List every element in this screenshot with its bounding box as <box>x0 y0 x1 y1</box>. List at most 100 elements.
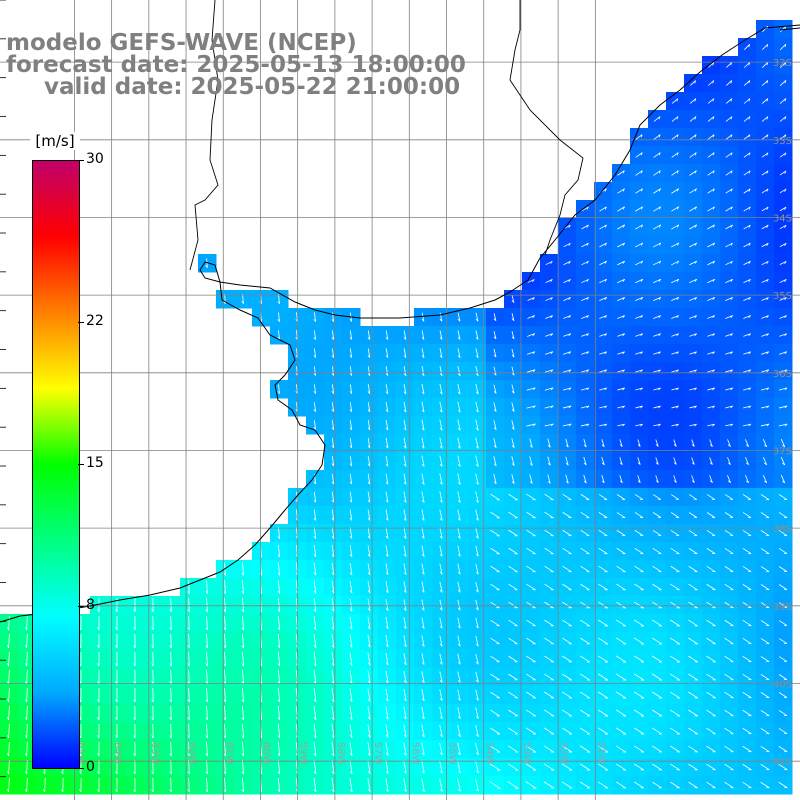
wind-arrow <box>188 705 190 721</box>
wind-arrow-head <box>457 716 461 719</box>
wind-arrow-head <box>658 387 661 391</box>
wind-arrow-head <box>6 663 9 667</box>
wind-arrow-head <box>784 351 788 355</box>
wind-arrow <box>508 547 518 555</box>
wind-arrow <box>403 419 407 431</box>
wind-arrow-head <box>766 152 769 156</box>
wind-arrow-head <box>439 336 443 340</box>
wind-arrow-head <box>712 260 715 264</box>
wind-arrow <box>170 777 172 793</box>
wind-arrow <box>403 635 407 647</box>
wind-arrow <box>707 369 715 373</box>
wind-arrow <box>367 455 371 467</box>
wind-arrow-head <box>331 354 334 358</box>
wind-arrow <box>562 493 572 501</box>
wind-arrow <box>633 691 645 699</box>
wind-arrow <box>761 80 769 86</box>
wind-arrow-head <box>640 242 644 246</box>
wind-arrow <box>421 617 425 629</box>
wind-arrow <box>671 405 679 409</box>
wind-arrow-head <box>550 351 554 355</box>
wind-arrow-head <box>694 333 697 337</box>
wind-arrow-head <box>601 444 605 448</box>
wind-arrow-head <box>457 517 461 521</box>
wind-arrow <box>421 778 425 792</box>
wind-arrow <box>761 43 769 51</box>
wind-arrow <box>526 405 536 409</box>
wind-arrow-head <box>694 369 697 373</box>
wind-arrow-head <box>568 405 572 409</box>
wind-arrow-head <box>367 716 371 720</box>
wind-arrow <box>331 402 335 412</box>
wind-arrow <box>742 691 752 699</box>
wind-arrow <box>633 673 645 681</box>
wind-arrow <box>669 655 681 663</box>
wind-arrow <box>742 512 752 518</box>
wind-arrow-head <box>568 279 571 283</box>
wind-arrow <box>475 348 479 358</box>
wind-arrow <box>385 778 389 792</box>
wind-arrow <box>778 781 788 789</box>
wind-arrow-head <box>784 261 787 265</box>
wind-arrow <box>475 330 479 340</box>
wind-arrow <box>526 583 536 591</box>
wind-arrow-head <box>712 369 715 373</box>
wind-arrow <box>760 405 770 409</box>
wind-arrow-head <box>367 336 371 340</box>
wind-arrow-head <box>313 318 316 322</box>
wind-arrow <box>385 742 389 756</box>
wind-arrow <box>761 297 769 301</box>
wind-arrow <box>421 437 425 449</box>
wind-arrow-head <box>568 369 572 373</box>
wind-arrow <box>760 566 770 572</box>
wind-arrow-head <box>422 752 425 756</box>
wind-arrow-head <box>457 643 461 647</box>
wind-arrow-head <box>712 116 715 120</box>
wind-arrow-head <box>458 734 461 738</box>
wind-arrow-head <box>439 679 443 683</box>
wind-arrow-head <box>604 333 607 337</box>
wind-arrow-head <box>529 481 533 484</box>
wind-arrow <box>706 673 716 681</box>
wind-arrow-head <box>766 279 769 283</box>
wind-arrow-head <box>403 373 407 377</box>
wind-arrow <box>278 330 280 340</box>
wind-arrow-head <box>349 336 353 340</box>
wind-arrow <box>26 633 28 649</box>
wind-arrow-head <box>440 752 443 756</box>
wind-arrow <box>206 651 208 667</box>
wind-arrow <box>349 778 353 792</box>
wind-arrow-head <box>511 354 515 358</box>
wind-arrow <box>581 260 589 266</box>
wind-arrow <box>331 706 335 720</box>
wind-arrow <box>743 116 751 122</box>
wind-arrow <box>385 527 389 539</box>
wind-arrow-head <box>676 206 680 210</box>
wind-arrow <box>544 637 554 645</box>
wind-arrow <box>475 527 479 539</box>
wind-arrow-head <box>277 536 280 540</box>
wind-arrow <box>615 763 627 771</box>
wind-arrow <box>635 260 643 266</box>
wind-arrow-head <box>133 717 136 721</box>
wind-arrow <box>349 598 353 612</box>
wind-arrow-head <box>784 297 787 301</box>
wind-arrow <box>580 601 590 609</box>
wind-arrow-head <box>241 789 244 793</box>
wind-arrow-head <box>712 423 715 427</box>
wind-arrow <box>583 474 587 484</box>
wind-arrow <box>349 760 353 774</box>
wind-arrow-head <box>367 644 371 648</box>
wind-arrow <box>689 170 697 176</box>
wind-arrow-head <box>532 351 536 355</box>
wind-arrow <box>403 455 407 467</box>
wind-arrow-head <box>404 770 407 774</box>
wind-arrow <box>206 669 208 685</box>
wind-arrow <box>727 439 731 447</box>
wind-arrow-head <box>439 318 443 322</box>
wind-arrow <box>688 565 698 573</box>
wind-arrow-head <box>712 242 715 246</box>
wind-arrow <box>706 745 716 753</box>
wind-arrow <box>760 494 770 500</box>
wind-arrow <box>277 723 281 739</box>
